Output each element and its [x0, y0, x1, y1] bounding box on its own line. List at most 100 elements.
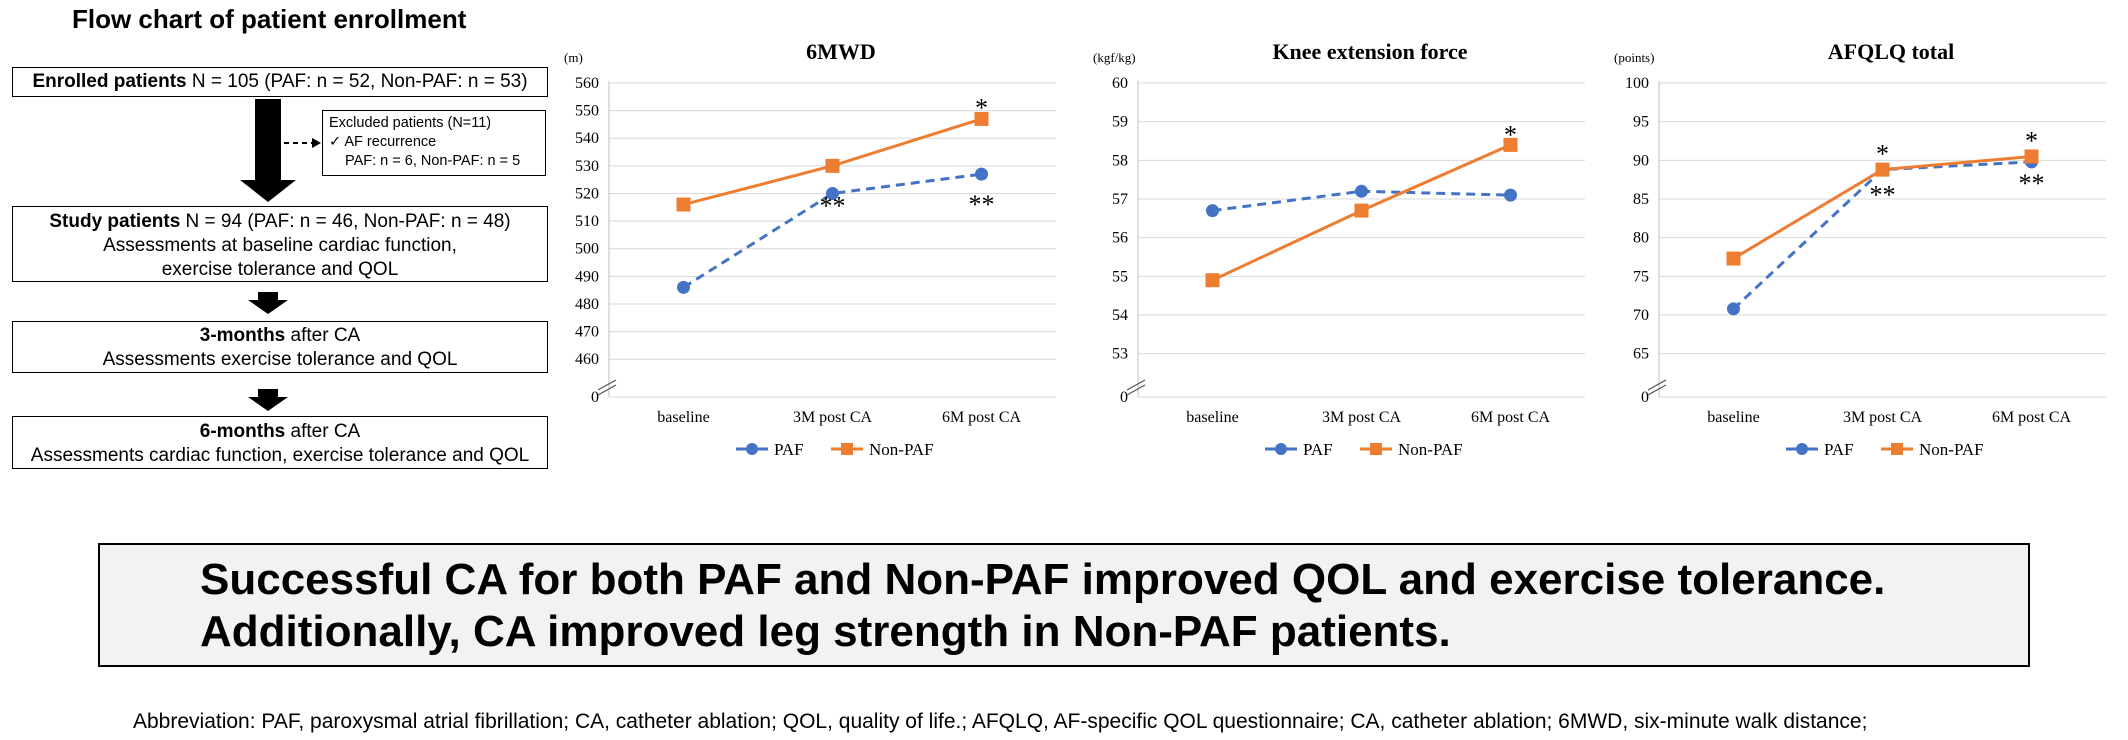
y-tick-label: 530	[575, 158, 599, 175]
y-tick-label: 58	[1112, 152, 1128, 169]
six-months-box: 6-months after CA Assessments cardiac fu…	[12, 416, 548, 469]
axis-break-mark	[597, 379, 617, 396]
three-months-assessment: Assessments exercise tolerance and QOL	[102, 349, 458, 370]
y-unit-label: (kgf/kg)	[1093, 50, 1136, 65]
y-tick-label: 550	[575, 103, 599, 120]
legend-marker-nonpaf	[1370, 443, 1382, 455]
study-count: N = 94 (PAF: n = 46, Non-PAF: n = 48)	[180, 211, 511, 232]
x-tick-label: baseline	[1186, 409, 1238, 426]
excluded-counts: PAF: n = 6, Non-PAF: n = 5	[345, 153, 521, 169]
y-tick-label: 95	[1633, 114, 1649, 131]
data-point-paf	[1727, 302, 1740, 316]
x-tick-label: 3M post CA	[793, 409, 873, 426]
legend-label-paf: PAF	[1824, 440, 1854, 459]
three-months-label: 3-months	[199, 325, 286, 346]
legend-label-nonpaf: Non-PAF	[1919, 440, 1984, 459]
y-tick-label: 53	[1112, 346, 1128, 363]
data-point-non-paf	[1726, 251, 1741, 266]
legend: PAF Non-PAF	[1265, 440, 1463, 459]
legend-marker-nonpaf	[1891, 443, 1903, 455]
significance-marker: *	[1504, 120, 1517, 149]
legend: PAF Non-PAF	[736, 440, 934, 459]
significance-marker: **	[820, 192, 846, 221]
significance-marker: *	[1876, 140, 1889, 169]
x-tick-label: 3M post CA	[1322, 409, 1402, 426]
x-tick-label: 3M post CA	[1843, 409, 1923, 426]
y-tick-label: 55	[1112, 268, 1128, 285]
data-point-non-paf	[974, 111, 989, 126]
y-tick-label: 85	[1633, 191, 1649, 208]
y-tick-label: 59	[1112, 114, 1128, 131]
three-months-box: 3-months after CA Assessments exercise t…	[12, 321, 548, 373]
y-tick-label: 0	[1641, 389, 1649, 406]
summary-box: Successful CA for both PAF and Non-PAF i…	[98, 543, 2030, 667]
x-tick-label: 6M post CA	[942, 409, 1022, 426]
significance-marker: **	[969, 190, 995, 219]
three-months-after: after CA	[285, 325, 361, 346]
legend-label-nonpaf: Non-PAF	[869, 440, 934, 459]
flow-arrows	[240, 99, 321, 411]
data-point-paf	[1206, 204, 1219, 218]
legend-label-paf: PAF	[774, 440, 804, 459]
chart-title: Knee extension force	[1272, 39, 1467, 64]
summary-line-2: Additionally, CA improved leg strength i…	[200, 607, 1451, 656]
study-label: Study patients	[49, 211, 181, 232]
x-tick-label: 6M post CA	[1992, 409, 2072, 426]
legend-marker-paf	[1275, 443, 1287, 455]
y-tick-label: 480	[575, 296, 599, 313]
y-tick-label: 75	[1633, 268, 1649, 285]
six-months-assessment: Assessments cardiac function, exercise t…	[30, 445, 530, 466]
down-arrow-6m	[248, 389, 288, 411]
legend: PAF Non-PAF	[1786, 440, 1984, 459]
legend-label-nonpaf: Non-PAF	[1398, 440, 1463, 459]
chart-title: 6MWD	[806, 39, 876, 64]
data-point-non-paf	[1354, 203, 1369, 218]
data-point-non-paf	[1205, 273, 1220, 288]
chart-knee-extension: Knee extension force (kgf/kg) 53 54 55 56 57 58…	[1093, 39, 1585, 459]
chart-title: AFQLQ total	[1828, 39, 1955, 64]
y-tick-label: 510	[575, 213, 599, 230]
y-tick-label: 57	[1112, 191, 1128, 208]
y-tick-label: 65	[1633, 346, 1649, 363]
significance-marker: **	[2019, 169, 2045, 198]
legend-marker-nonpaf	[841, 443, 853, 455]
y-unit-label: (m)	[564, 50, 583, 65]
y-tick-label: 0	[1120, 389, 1128, 406]
y-tick-label: 560	[575, 75, 599, 92]
x-tick-label: baseline	[1707, 409, 1759, 426]
y-tick-label: 0	[591, 389, 599, 406]
chart-afqlq: AFQLQ total (points) 65 70 75 80 85 90 95 100 0 bas…	[1614, 39, 2106, 459]
axis-break-mark	[1126, 379, 1146, 396]
six-months-after: after CA	[285, 421, 361, 442]
data-point-paf	[1504, 188, 1517, 202]
x-tick-label: baseline	[657, 409, 709, 426]
y-tick-label: 60	[1112, 75, 1128, 92]
study-assessment-2: exercise tolerance and QOL	[161, 259, 399, 280]
y-tick-label: 90	[1633, 152, 1649, 169]
data-point-paf	[826, 186, 839, 200]
excluded-box: Excluded patients (N=11) ✓ AF recurrence…	[322, 110, 546, 176]
y-tick-label: 56	[1112, 230, 1128, 247]
exclusion-arrow-head	[312, 138, 321, 148]
legend-marker-paf	[1796, 443, 1808, 455]
series-line-paf	[682, 172, 982, 289]
data-point-paf	[1355, 184, 1368, 198]
enrolled-label: Enrolled patients	[32, 71, 187, 92]
excluded-reason: ✓ AF recurrence	[329, 134, 437, 150]
y-tick-label: 54	[1112, 307, 1128, 324]
data-point-non-paf	[676, 197, 691, 212]
y-tick-label: 500	[575, 241, 599, 258]
data-point-non-paf	[825, 158, 840, 173]
data-point-non-paf	[1503, 137, 1518, 152]
axis-break-mark	[1647, 379, 1667, 396]
data-point-non-paf	[2024, 149, 2039, 164]
significance-marker: *	[975, 93, 988, 122]
y-tick-label: 520	[575, 185, 599, 202]
y-tick-label: 100	[1625, 75, 1649, 92]
abbreviation-note: Abbreviation: PAF, paroxysmal atrial fib…	[133, 710, 1868, 733]
flowchart-title: Flow chart of patient enrollment	[72, 4, 467, 34]
data-point-paf	[975, 167, 988, 181]
significance-marker: **	[1870, 181, 1896, 210]
y-tick-label: 490	[575, 268, 599, 285]
x-tick-label: 6M post CA	[1471, 409, 1551, 426]
